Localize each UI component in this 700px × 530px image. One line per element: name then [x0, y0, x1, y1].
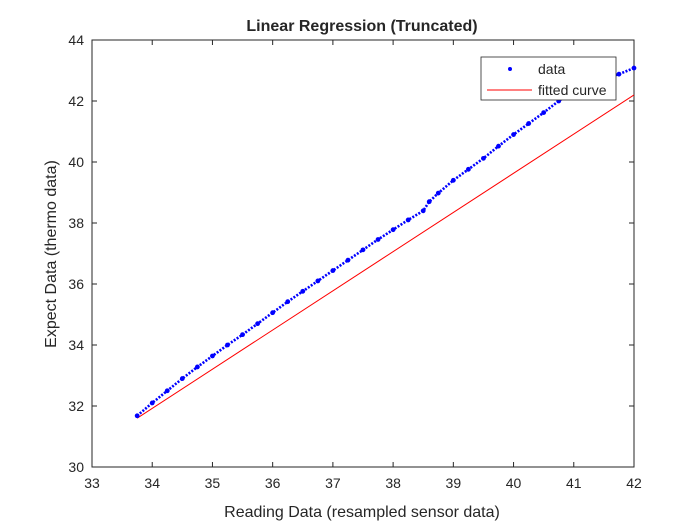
x-tick-label: 38: [385, 475, 401, 491]
y-axis-label: Expect Data (thermo data): [43, 160, 60, 348]
y-tick-label: 32: [68, 398, 84, 414]
legend-label-data: data: [538, 61, 565, 77]
y-tick-label: 40: [68, 154, 84, 170]
data-points-trace: [136, 66, 635, 417]
fitted-curve-line: [136, 94, 635, 419]
legend-label-fitted-curve: fitted curve: [538, 82, 607, 98]
x-tick-label: 40: [506, 475, 522, 491]
axis-ticks: 33 34 35 36 37 38 39 40 41 42 30 32 34 36 38 40 42 44: [68, 32, 642, 491]
x-tick-label: 42: [626, 475, 642, 491]
y-tick-label: 36: [68, 276, 84, 292]
chart-title: Linear Regression (Truncated): [246, 18, 477, 35]
x-tick-label: 35: [205, 475, 221, 491]
x-tick-label: 37: [325, 475, 341, 491]
x-tick-label: 34: [144, 475, 160, 491]
x-tick-label: 41: [566, 475, 582, 491]
plot-area: [91, 39, 635, 468]
legend-data-marker: [508, 67, 512, 71]
y-tick-label: 44: [68, 32, 84, 48]
x-axis-label: Reading Data (resampled sensor data): [224, 504, 500, 521]
x-tick-label: 33: [84, 475, 100, 491]
y-tick-label: 38: [68, 215, 84, 231]
x-tick-label: 36: [265, 475, 281, 491]
legend: data fitted curve: [480, 56, 617, 101]
y-tick-label: 30: [68, 459, 84, 475]
y-tick-label: 42: [68, 93, 84, 109]
y-tick-label: 34: [68, 337, 84, 353]
legend-box: [480, 56, 617, 101]
x-tick-label: 39: [446, 475, 462, 491]
